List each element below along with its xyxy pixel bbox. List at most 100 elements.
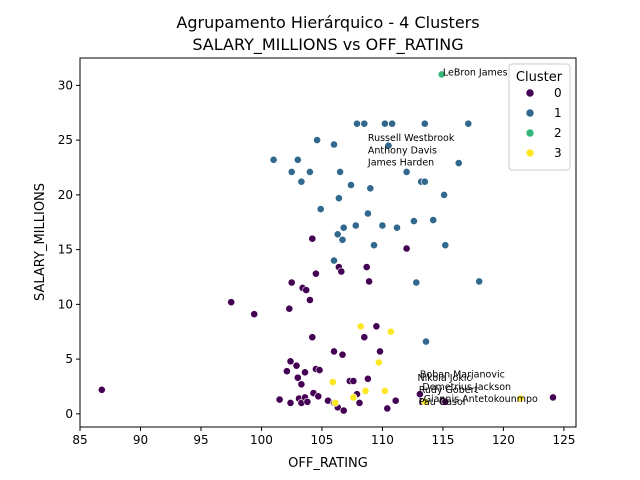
y-tick-label-0: 0 xyxy=(65,407,73,421)
x-tick-label-120: 120 xyxy=(492,433,515,447)
point-cluster-1-30 xyxy=(420,119,429,128)
point-cluster-1-15 xyxy=(351,221,360,230)
point-cluster-3-1 xyxy=(331,398,340,407)
point-cluster-0-17 xyxy=(302,286,311,294)
point-cluster-1-23 xyxy=(384,141,393,150)
point-cluster-3-2 xyxy=(349,393,358,402)
point-cluster-0-33 xyxy=(338,350,347,359)
legend-label-1: 1 xyxy=(554,106,562,120)
point-cluster-1-14 xyxy=(347,181,355,189)
point-cluster-0-18 xyxy=(303,397,312,406)
legend-marker-3 xyxy=(525,148,535,158)
point-cluster-1-9 xyxy=(333,230,342,239)
annotation-1: Russell Westbrook xyxy=(368,133,455,144)
point-cluster-0-32 xyxy=(337,267,346,276)
legend-marker-2 xyxy=(525,128,535,138)
point-cluster-0-20 xyxy=(308,234,317,243)
legend-label-2: 2 xyxy=(554,126,562,140)
points-layer xyxy=(97,70,557,415)
point-cluster-0-10 xyxy=(293,373,302,382)
point-cluster-0-52 xyxy=(549,393,557,402)
point-cluster-0-21 xyxy=(308,333,317,342)
point-cluster-0-26 xyxy=(315,366,324,374)
point-cluster-0-38 xyxy=(355,398,364,407)
annotation-3: James Harden xyxy=(367,157,434,168)
point-cluster-1-3 xyxy=(297,177,306,186)
point-cluster-0-25 xyxy=(314,392,323,401)
point-cluster-1-5 xyxy=(313,136,321,144)
point-cluster-0-45 xyxy=(383,404,392,413)
point-cluster-1-1 xyxy=(287,167,296,176)
point-cluster-0-43 xyxy=(372,322,381,331)
point-cluster-2-0 xyxy=(437,70,446,79)
x-tick-label-125: 125 xyxy=(552,433,575,447)
x-axis-label: OFF_RATING xyxy=(288,456,368,471)
annotation-6: Demetrius Jackson xyxy=(422,382,511,393)
point-cluster-3-7 xyxy=(386,327,395,336)
point-cluster-1-37 xyxy=(464,119,473,128)
x-tick-label-85: 85 xyxy=(72,433,87,447)
point-cluster-1-27 xyxy=(409,217,418,225)
legend-marker-1 xyxy=(525,108,535,118)
point-cluster-0-40 xyxy=(362,263,371,271)
point-cluster-0-5 xyxy=(285,304,294,313)
point-cluster-3-9 xyxy=(516,394,525,403)
point-cluster-1-38 xyxy=(475,277,484,286)
legend-marker-0 xyxy=(525,88,535,98)
plot-frame xyxy=(79,57,577,428)
point-cluster-0-44 xyxy=(376,347,384,356)
y-axis-label: SALARY_MILLIONS xyxy=(33,183,48,301)
point-cluster-0-4 xyxy=(282,367,291,376)
point-cluster-1-12 xyxy=(338,235,347,244)
point-cluster-3-3 xyxy=(356,322,365,331)
point-cluster-1-17 xyxy=(360,119,369,128)
point-cluster-1-0 xyxy=(269,155,278,164)
y-tick-label-30: 30 xyxy=(58,78,73,92)
point-cluster-1-6 xyxy=(316,205,325,213)
x-tick-label-90: 90 xyxy=(133,433,148,447)
legend: Cluster 0 1 2 3 xyxy=(508,63,571,171)
y-tick-label-15: 15 xyxy=(58,243,73,257)
point-cluster-0-6 xyxy=(286,357,295,366)
point-cluster-1-11 xyxy=(336,167,344,176)
point-cluster-0-34 xyxy=(339,406,348,415)
annotation-4: Boban Marjanovic xyxy=(420,370,505,381)
point-cluster-0-16 xyxy=(301,368,309,377)
annotation-8: Giannis Antetokounmpo xyxy=(424,394,538,405)
point-cluster-1-21 xyxy=(378,221,387,230)
annotation-2: Anthony Davis xyxy=(368,145,437,156)
x-tick-label-100: 100 xyxy=(250,433,273,447)
point-cluster-1-33 xyxy=(429,216,438,224)
point-cluster-0-19 xyxy=(305,296,314,304)
y-tick-label-25: 25 xyxy=(58,133,73,147)
point-cluster-0-36 xyxy=(349,377,358,385)
point-cluster-0-46 xyxy=(391,396,400,405)
point-cluster-1-28 xyxy=(412,278,421,287)
point-cluster-1-36 xyxy=(454,159,463,167)
legend-entries: 0 1 2 3 xyxy=(525,86,562,160)
point-cluster-1-25 xyxy=(393,223,401,232)
point-cluster-1-18 xyxy=(363,209,372,218)
point-cluster-1-19 xyxy=(366,184,375,193)
chart-title-line-2: SALARY_MILLIONS vs OFF_RATING xyxy=(192,35,463,55)
point-cluster-0-28 xyxy=(330,347,338,356)
point-cluster-1-7 xyxy=(330,140,338,149)
point-cluster-1-35 xyxy=(441,241,450,250)
point-cluster-0-51 xyxy=(441,397,450,406)
point-cluster-1-8 xyxy=(330,256,338,265)
annotation-5: Nikola Jokic xyxy=(418,373,472,384)
point-cluster-1-2 xyxy=(293,155,302,164)
point-cluster-3-8 xyxy=(420,397,429,406)
point-cluster-1-22 xyxy=(380,119,389,128)
point-cluster-0-23 xyxy=(311,269,320,278)
legend-label-0: 0 xyxy=(554,86,562,100)
point-cluster-0-47 xyxy=(402,244,411,253)
point-cluster-1-10 xyxy=(334,194,343,203)
y-tick-label-5: 5 xyxy=(65,352,73,366)
point-cluster-1-4 xyxy=(305,167,314,176)
x-tick-label-105: 105 xyxy=(310,433,333,447)
annotation-0: LeBron James xyxy=(443,68,508,79)
point-cluster-1-13 xyxy=(339,223,348,232)
point-cluster-3-6 xyxy=(380,386,389,395)
